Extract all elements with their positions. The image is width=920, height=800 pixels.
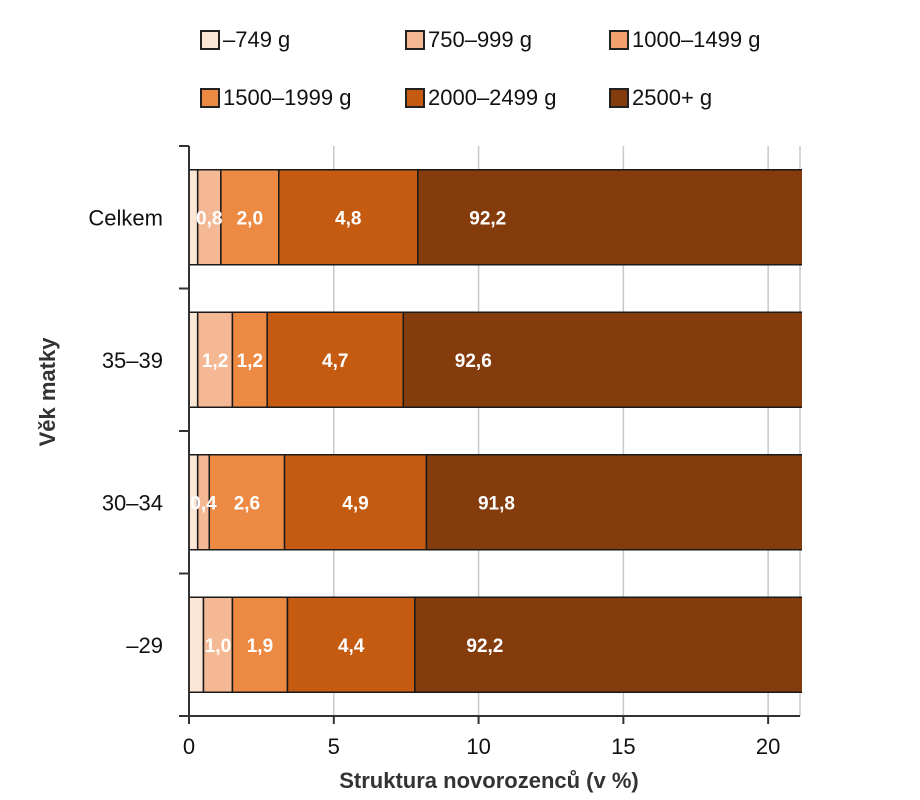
category-label: 35–39 (102, 348, 163, 373)
legend-label: 2000–2499 g (428, 85, 557, 110)
legend-swatch (200, 88, 220, 108)
data-label: 2,0 (237, 208, 263, 229)
data-label: 4,4 (338, 636, 365, 657)
bar-labels: 0,8 2,0 4,8 92,2 1,2 1,2 4,7 92,6 0,4 2,6 4,9 91,8 1… (190, 208, 515, 657)
legend-swatch (405, 88, 425, 108)
data-label: 92,2 (469, 208, 506, 229)
category-label: –29 (126, 633, 163, 658)
data-label: 1,9 (247, 636, 273, 657)
bar-segment (208, 454, 286, 551)
x-tick-label: 15 (611, 734, 635, 759)
data-label: 0,4 (190, 493, 217, 514)
legend-swatch (609, 88, 629, 108)
legend-label: 2500+ g (632, 85, 713, 110)
legend-item: 1500–1999 g (200, 85, 351, 111)
legend-label: –749 g (223, 27, 291, 52)
legend-label: 1000–1499 g (632, 27, 761, 52)
bar-segment (283, 454, 428, 551)
x-tick-label: 10 (466, 734, 490, 759)
legend-swatch (405, 30, 425, 50)
legend-label: 750–999 g (428, 27, 532, 52)
x-tick-label: 20 (756, 734, 780, 759)
bar-segment (266, 311, 405, 408)
data-label: 4,7 (322, 351, 348, 372)
bar-segment (196, 311, 234, 408)
bar-segment (189, 596, 205, 693)
data-label: 4,9 (342, 493, 368, 514)
legend-item: 2500+ g (609, 85, 712, 111)
data-label: 2,6 (234, 493, 260, 514)
bar-segment (286, 596, 416, 693)
category-label: 30–34 (102, 490, 163, 515)
bar-segment (231, 596, 289, 693)
legend-item: 750–999 g (405, 27, 532, 53)
data-label: 1,2 (237, 351, 263, 372)
bar-segment (220, 169, 280, 266)
data-label: 92,2 (466, 636, 503, 657)
data-label: 1,0 (205, 636, 231, 657)
legend-swatch (609, 30, 629, 50)
bar-segment (402, 311, 802, 408)
bar-segment (425, 454, 802, 551)
bar-segment (189, 311, 199, 408)
data-label: 1,2 (202, 351, 228, 372)
data-label: 4,8 (335, 208, 361, 229)
axes (179, 145, 800, 724)
legend-item: 1000–1499 g (609, 27, 760, 53)
x-axis-title: Struktura novorozenců (v %) (339, 768, 638, 793)
x-tick-label: 5 (328, 734, 340, 759)
data-label: 91,8 (478, 493, 515, 514)
y-axis-title: Věk matky (35, 337, 60, 447)
bar-segment (202, 596, 234, 693)
legend-item: –749 g (200, 27, 290, 53)
bar-segment (414, 596, 802, 693)
tick-labels: Celkem 35–39 30–34 –29 0 5 10 15 20 (88, 205, 780, 759)
data-label: 92,6 (455, 351, 492, 372)
bar-segment (417, 169, 802, 266)
data-label: 0,8 (196, 208, 222, 229)
bar-segment (231, 311, 268, 408)
bars (189, 169, 802, 693)
legend-label: 1500–1999 g (223, 85, 352, 110)
category-label: Celkem (88, 205, 163, 230)
legend-swatch (200, 30, 220, 50)
legend-item: 2000–2499 g (405, 85, 556, 111)
x-tick-label: 0 (183, 734, 195, 759)
